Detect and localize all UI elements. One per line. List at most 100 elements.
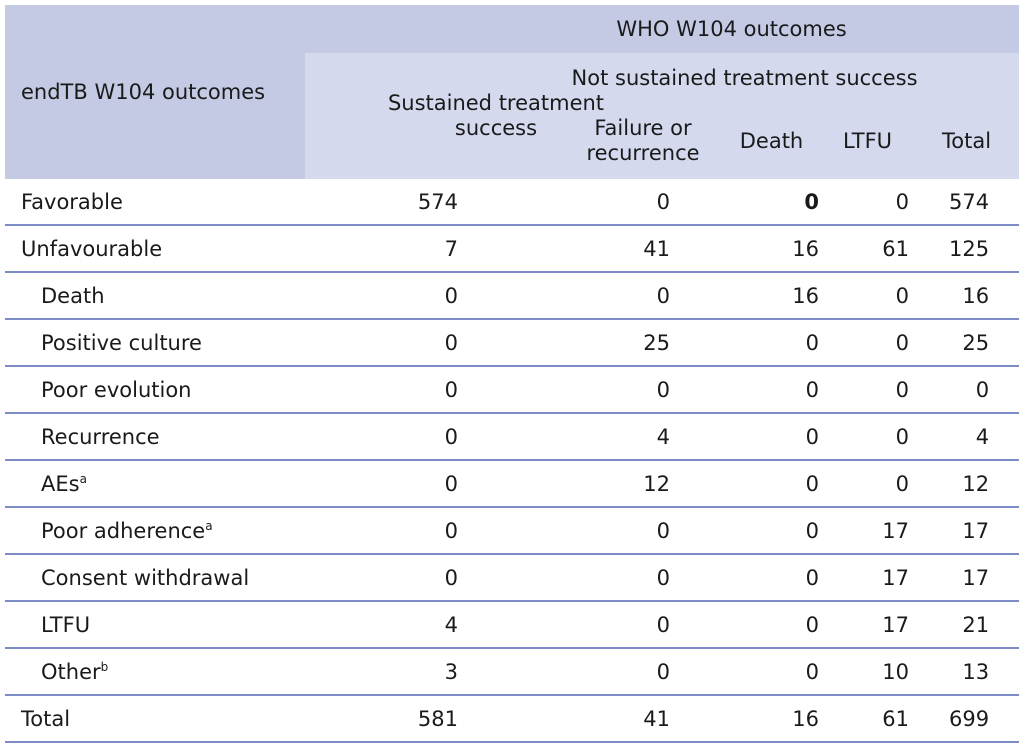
sustained-success-header: Sustained treatment success: [305, 53, 604, 179]
value-cell: 0: [470, 507, 722, 555]
row-label-cell: Poor adherencea: [5, 507, 305, 555]
row-label: Unfavourable: [21, 236, 163, 261]
value-cell: 0: [305, 366, 470, 414]
failure-recurrence-label: Failure or recurrence: [586, 116, 700, 165]
row-label-cell: Recurrence: [5, 413, 305, 461]
stub-header: endTB W104 outcomes: [5, 5, 305, 179]
row-label-cell: Death: [5, 272, 305, 320]
value-cell: 61: [821, 695, 914, 743]
value-cell: 12: [914, 460, 1020, 508]
total-header: Total: [914, 103, 1020, 179]
value-cell: 574: [914, 179, 1020, 226]
table-row: Positive culture 0 25 0 0 25: [5, 319, 1020, 367]
value-cell: 125: [914, 225, 1020, 273]
row-label: Recurrence: [41, 424, 160, 449]
row-label: Total: [21, 706, 71, 731]
value-cell: 4: [305, 601, 470, 649]
value-cell: 0: [470, 366, 722, 414]
footnote-marker: b: [100, 659, 109, 674]
table-row: Otherb 3 0 0 10 13: [5, 648, 1020, 696]
sustained-success-label: Sustained treatment success: [387, 91, 605, 140]
row-label-cell: Total: [5, 695, 305, 743]
not-sustained-header: Not sustained treatment success: [470, 53, 1020, 103]
row-label: Death: [41, 283, 105, 308]
value-cell: 0: [722, 366, 821, 414]
table-row: Favorable 574 0 0 0 574: [5, 179, 1020, 226]
value-cell: 0: [305, 507, 470, 555]
value-cell: 10: [821, 648, 914, 696]
ltfu-header: LTFU: [821, 103, 914, 179]
value-cell: 41: [470, 695, 722, 743]
table-row: Recurrence 0 4 0 0 4: [5, 413, 1020, 461]
table-row: Poor adherencea 0 0 0 17 17: [5, 507, 1020, 555]
value-cell: 0: [821, 272, 914, 320]
value-cell: 0: [722, 179, 821, 226]
table-header: endTB W104 outcomes WHO W104 outcomes Su…: [5, 5, 1020, 179]
table-row: Total 581 41 16 61 699: [5, 695, 1020, 743]
value-cell: 16: [722, 225, 821, 273]
value-cell: 0: [305, 460, 470, 508]
outcomes-table-container: endTB W104 outcomes WHO W104 outcomes Su…: [5, 5, 1020, 743]
value-cell: 3: [305, 648, 470, 696]
value-cell: 0: [914, 366, 1020, 414]
value-cell: 17: [821, 507, 914, 555]
value-cell: 0: [470, 272, 722, 320]
footnote-marker: a: [79, 471, 87, 486]
value-cell: 0: [722, 507, 821, 555]
table-row: LTFU 4 0 0 17 21: [5, 601, 1020, 649]
value-cell: 0: [821, 460, 914, 508]
value-cell: 0: [722, 601, 821, 649]
value-cell: 17: [821, 601, 914, 649]
table-row: AEsa 0 12 0 0 12: [5, 460, 1020, 508]
value-cell: 25: [914, 319, 1020, 367]
value-cell: 17: [914, 554, 1020, 602]
table-row: Poor evolution 0 0 0 0 0: [5, 366, 1020, 414]
table-row: Unfavourable 7 41 16 61 125: [5, 225, 1020, 273]
table-row: Consent withdrawal 0 0 0 17 17: [5, 554, 1020, 602]
value-cell: 0: [722, 648, 821, 696]
row-label-cell: AEsa: [5, 460, 305, 508]
who-outcomes-header: WHO W104 outcomes: [305, 5, 1020, 53]
value-cell: 0: [821, 179, 914, 226]
value-cell: 4: [470, 413, 722, 461]
row-label-cell: Unfavourable: [5, 225, 305, 273]
outcomes-table: endTB W104 outcomes WHO W104 outcomes Su…: [5, 5, 1020, 743]
value-cell: 0: [722, 413, 821, 461]
value-cell: 4: [914, 413, 1020, 461]
value-cell: 574: [305, 179, 470, 226]
value-cell: 17: [821, 554, 914, 602]
value-cell: 0: [470, 179, 722, 226]
value-cell: 0: [470, 554, 722, 602]
value-cell: 61: [821, 225, 914, 273]
value-cell: 17: [914, 507, 1020, 555]
row-label: Poor evolution: [41, 377, 192, 402]
value-cell: 16: [914, 272, 1020, 320]
row-label-cell: Favorable: [5, 179, 305, 226]
row-label-cell: Positive culture: [5, 319, 305, 367]
value-cell: 0: [821, 319, 914, 367]
value-cell: 13: [914, 648, 1020, 696]
value-cell: 0: [305, 272, 470, 320]
row-label: Positive culture: [41, 330, 202, 355]
value-cell: 0: [722, 460, 821, 508]
value-cell: 16: [722, 695, 821, 743]
row-label: Other: [41, 659, 101, 684]
value-cell: 0: [305, 413, 470, 461]
row-label-cell: Otherb: [5, 648, 305, 696]
value-cell: 581: [305, 695, 470, 743]
table-body: Favorable 574 0 0 0 574 Unfavourable 7 41 16 61 125…: [5, 179, 1020, 743]
value-cell: 41: [470, 225, 722, 273]
table-row: Death 0 0 16 0 16: [5, 272, 1020, 320]
row-label: Consent withdrawal: [41, 565, 250, 590]
value-cell: 0: [305, 554, 470, 602]
value-cell: 7: [305, 225, 470, 273]
value-cell: 12: [470, 460, 722, 508]
value-cell: 0: [722, 554, 821, 602]
value-cell: 0: [470, 648, 722, 696]
row-label-cell: Poor evolution: [5, 366, 305, 414]
footnote-marker: a: [205, 518, 213, 533]
value-cell: 16: [722, 272, 821, 320]
row-label: Favorable: [21, 189, 123, 214]
value-cell: 21: [914, 601, 1020, 649]
value-cell: 0: [821, 413, 914, 461]
